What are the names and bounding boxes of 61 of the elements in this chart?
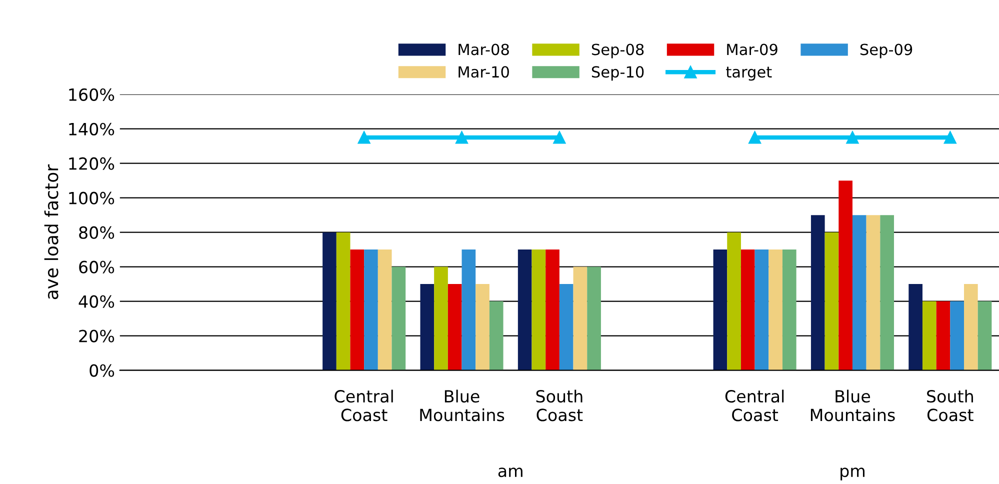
bar	[322, 232, 336, 370]
bar	[364, 250, 378, 370]
y-tick-label: 100%	[69, 192, 114, 204]
legend-label: Mar-09	[727, 44, 778, 56]
bar	[336, 232, 350, 370]
bar	[350, 250, 364, 370]
bar	[880, 215, 894, 370]
legend-label: Sep-10	[592, 66, 644, 81]
x-tick-label: South Coast	[927, 390, 974, 422]
bar	[587, 266, 601, 370]
legend-label: Mar-08	[458, 44, 509, 56]
x-tick-label: Central Coast	[334, 390, 393, 422]
text: am	[498, 468, 522, 478]
bar	[559, 284, 574, 370]
bar	[392, 266, 406, 370]
bar	[713, 250, 728, 370]
y-tick-label: 160%	[69, 88, 114, 101]
bar	[462, 250, 476, 370]
y-tick-label: 40%	[78, 295, 114, 308]
x-tick-label: Blue Mountains	[810, 390, 895, 422]
bar	[754, 250, 769, 370]
bar	[810, 215, 825, 370]
legend-label: Mar-10	[458, 66, 509, 78]
bar	[489, 301, 504, 370]
bar	[936, 301, 950, 370]
y-axis-title: ave load factor	[44, 164, 58, 300]
bar	[964, 284, 978, 370]
bar	[852, 215, 866, 370]
bar	[978, 301, 992, 370]
y-tick-label: 140%	[69, 122, 114, 136]
y-tick-label: 120%	[69, 157, 114, 170]
bar	[476, 284, 490, 370]
y-tick-label: 60%	[79, 260, 114, 274]
bar	[532, 250, 546, 370]
y-tick-label: 0%	[90, 364, 114, 377]
y-tick-label: 80%	[79, 226, 114, 239]
bar	[518, 250, 532, 370]
text: pm	[840, 468, 864, 480]
x-tick-label: Blue Mountains	[420, 390, 504, 422]
x-tick-label: Central Coast	[725, 390, 784, 422]
bar	[434, 266, 448, 370]
bar	[727, 232, 741, 370]
legend-label: Sep-08	[592, 44, 644, 58]
bar	[420, 284, 434, 370]
bar	[824, 232, 839, 370]
bar	[378, 250, 392, 370]
bar	[740, 250, 755, 370]
bar	[768, 250, 782, 370]
legend-label: Sep-09	[860, 44, 912, 58]
bar	[922, 301, 936, 370]
x-tick-label: South Coast	[536, 390, 583, 422]
bar	[838, 180, 852, 370]
bar	[950, 301, 964, 370]
bar	[573, 266, 588, 370]
y-tick-label: 20%	[79, 330, 114, 342]
bar	[866, 215, 880, 370]
bar	[908, 284, 922, 370]
legend-label: target	[726, 66, 772, 81]
bar	[782, 250, 796, 370]
bar	[546, 250, 560, 370]
bar	[448, 284, 462, 370]
